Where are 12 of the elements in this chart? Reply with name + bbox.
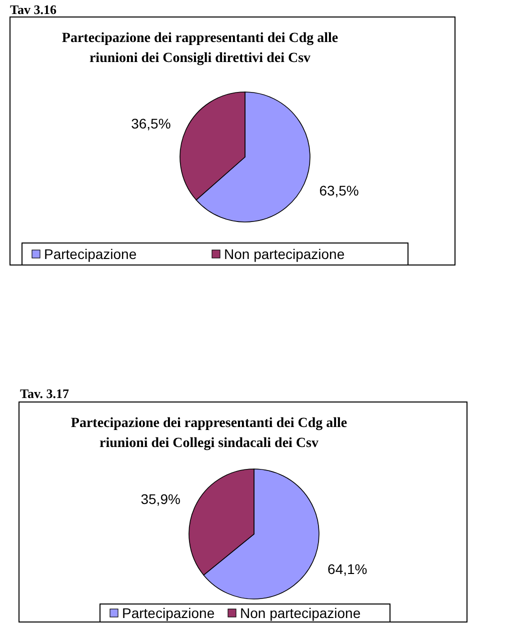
chart-title: Partecipazione dei rappresentanti dei Cdg alle riunioni dei Collegi sindacali dei Csv (70, 416, 348, 451)
legend-label: Partecipazione (44, 246, 137, 262)
text: Tav. 3.17 (20, 386, 70, 401)
legend-label: Non partecipazione (240, 605, 361, 621)
chart-title: Partecipazione dei rappresentanti dei Cdg alle riunioni dei Consigli direttivi dei Csv (62, 31, 338, 66)
text: Tav 3.16 (10, 2, 57, 17)
data-label: 36,5% (131, 116, 171, 132)
legend-label: Partecipazione (122, 605, 215, 621)
legend-label: Non partecipazione (224, 246, 345, 262)
data-label: 64,1% (328, 560, 368, 577)
data-label: 35,9% (140, 491, 180, 508)
data-label: 63,5% (319, 182, 359, 198)
